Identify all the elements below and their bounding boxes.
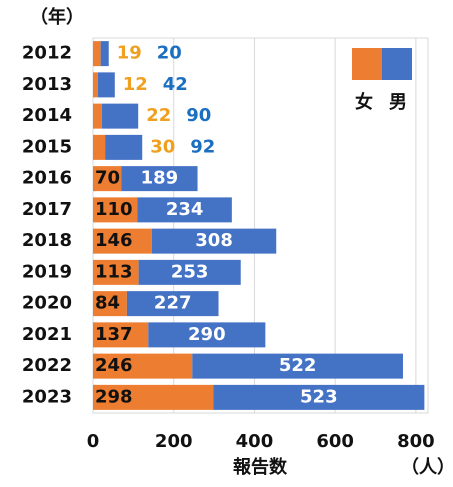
bar-segment xyxy=(93,134,106,160)
x-tick-label: 800 xyxy=(397,431,435,452)
data-label: 227 xyxy=(154,293,192,314)
data-label: 84 xyxy=(95,293,120,314)
y-tick-label: 2023 xyxy=(22,386,72,407)
bar-segment xyxy=(93,72,98,98)
bar-segment xyxy=(100,41,109,67)
bar-segment xyxy=(93,322,149,348)
bar-segment xyxy=(151,228,277,254)
bar-segment xyxy=(192,353,403,379)
x-tick-label: 200 xyxy=(155,431,193,452)
y-tick-label: 2021 xyxy=(22,324,72,345)
y-tick-label: 2012 xyxy=(22,43,72,64)
bar-segment xyxy=(93,259,139,285)
x-unit-label: （人） xyxy=(401,457,453,478)
bar-segment xyxy=(121,166,198,192)
data-label: 146 xyxy=(95,230,133,251)
data-label: 290 xyxy=(188,324,226,345)
data-label: 234 xyxy=(166,199,204,220)
data-label: 523 xyxy=(300,386,338,407)
y-tick-label: 2018 xyxy=(22,230,72,251)
bar-segment xyxy=(93,291,127,317)
y-tick-label: 2016 xyxy=(22,168,72,189)
data-label: 30 xyxy=(150,136,175,157)
y-tick-label: 2017 xyxy=(22,199,72,220)
legend-swatch xyxy=(352,48,382,80)
data-label: 246 xyxy=(95,355,133,376)
y-unit-label: （年） xyxy=(30,6,84,28)
data-label: 70 xyxy=(95,168,120,189)
data-label: 308 xyxy=(195,230,233,251)
bar-segment xyxy=(126,291,219,317)
bar-segment xyxy=(93,228,152,254)
y-tick-label: 2022 xyxy=(22,355,72,376)
data-label: 19 xyxy=(117,43,142,64)
data-label: 253 xyxy=(171,261,209,282)
data-label: 110 xyxy=(95,199,133,220)
bar-segment xyxy=(137,197,232,223)
y-tick-label: 2015 xyxy=(22,136,72,157)
x-axis-label: 報告数 xyxy=(233,456,288,478)
bar-segment xyxy=(148,322,266,348)
data-label: 42 xyxy=(163,74,188,95)
data-label: 189 xyxy=(141,168,179,189)
bar-segment xyxy=(93,197,138,223)
bar-segment xyxy=(93,353,193,379)
bar-segment xyxy=(93,41,101,67)
bar-segment xyxy=(105,134,143,160)
x-tick-label: 600 xyxy=(316,431,354,452)
y-tick-label: 2014 xyxy=(22,105,72,126)
legend-label: 女 xyxy=(355,91,373,113)
data-label: 90 xyxy=(186,105,211,126)
x-tick-label: 0 xyxy=(87,431,100,452)
data-label: 20 xyxy=(157,43,182,64)
data-label: 137 xyxy=(95,324,133,345)
plot-frame xyxy=(92,37,429,414)
bar-segment xyxy=(97,72,115,98)
bar-segment xyxy=(93,103,102,129)
x-tick-label: 400 xyxy=(236,431,274,452)
data-label: 298 xyxy=(95,386,133,407)
data-label: 522 xyxy=(279,355,317,376)
y-tick-label: 2019 xyxy=(22,261,72,282)
bar-segment xyxy=(138,259,241,285)
legend-label: 男 xyxy=(389,92,407,113)
data-label: 113 xyxy=(95,261,133,282)
bar-segment xyxy=(93,166,122,192)
data-label: 12 xyxy=(123,74,148,95)
y-tick-label: 2020 xyxy=(22,293,72,314)
data-label: 22 xyxy=(146,105,171,126)
bar-segment xyxy=(213,384,425,410)
legend-swatch xyxy=(382,48,412,80)
bar-segment xyxy=(93,384,214,410)
y-tick-label: 2013 xyxy=(22,74,72,95)
bar-segment xyxy=(101,103,139,129)
data-label: 92 xyxy=(190,136,215,157)
